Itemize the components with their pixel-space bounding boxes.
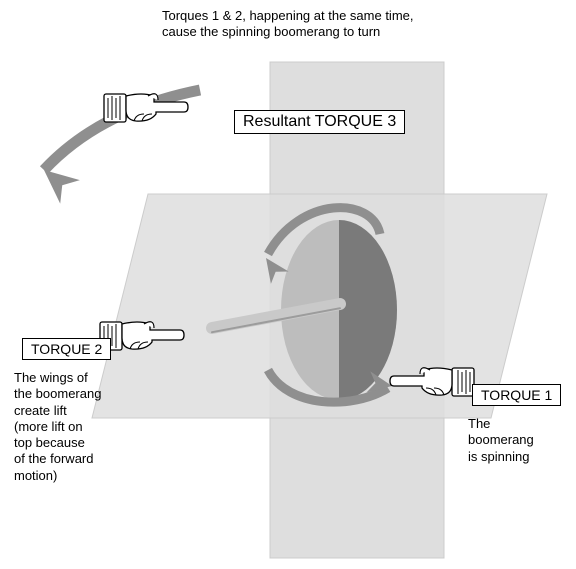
caption-top: Torques 1 & 2, happening at the same tim… (162, 8, 482, 41)
label-torque2: TORQUE 2 (22, 338, 111, 360)
caption-right: The boomerang is spinning (468, 416, 568, 465)
label-torque1: TORQUE 1 (472, 384, 561, 406)
caption-left: The wings of the boomerang create lift (… (14, 370, 144, 484)
label-torque3: Resultant TORQUE 3 (234, 110, 405, 134)
